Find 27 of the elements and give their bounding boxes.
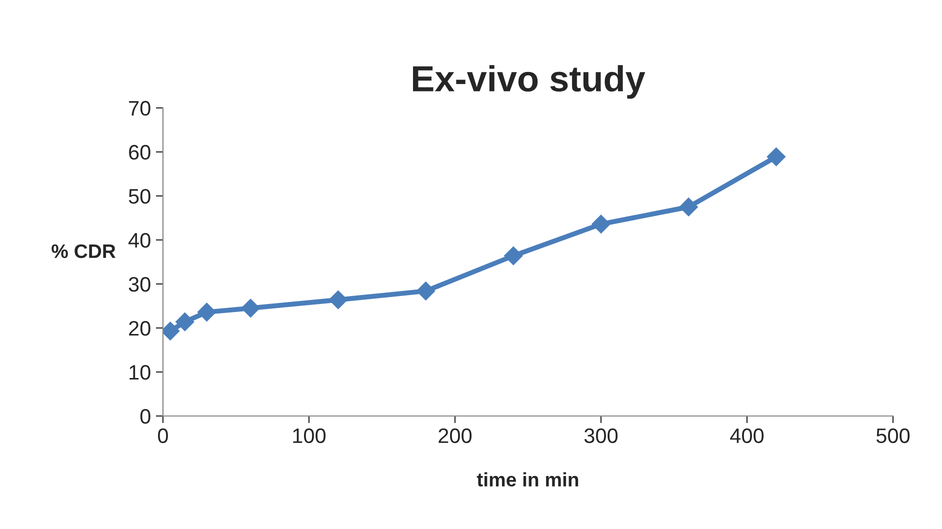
point — [592, 214, 610, 234]
chart-title: Ex-vivo study — [413, 65, 646, 99]
x-tick-label: 100 — [293, 428, 326, 444]
y-tick-label: 40 — [128, 232, 150, 248]
x-tick-label: 0 — [158, 428, 168, 444]
x-tick-label: 300 — [584, 428, 618, 444]
point — [416, 282, 436, 300]
y-tick-label: 0 — [140, 409, 150, 424]
point — [162, 322, 180, 340]
point — [504, 246, 523, 266]
y-tick-label: 50 — [128, 188, 150, 204]
point — [766, 147, 786, 166]
y-axis-title: % CDR — [52, 244, 116, 258]
y-tick-label: 10 — [130, 364, 150, 380]
x-tick-label: 500 — [876, 428, 910, 444]
x-tick-label: 200 — [438, 428, 472, 444]
y-tick-label: 60 — [129, 144, 150, 160]
point — [679, 198, 698, 216]
point — [241, 298, 260, 318]
point — [328, 290, 348, 310]
x-tick-label: 400 — [730, 428, 764, 444]
y-tick-label: 30 — [128, 276, 150, 292]
y-tick-label: 20 — [129, 320, 150, 336]
x-axis-title: time in min — [476, 472, 578, 487]
point — [197, 302, 216, 322]
y-tick-label: 70 — [129, 100, 150, 116]
point — [176, 312, 194, 332]
